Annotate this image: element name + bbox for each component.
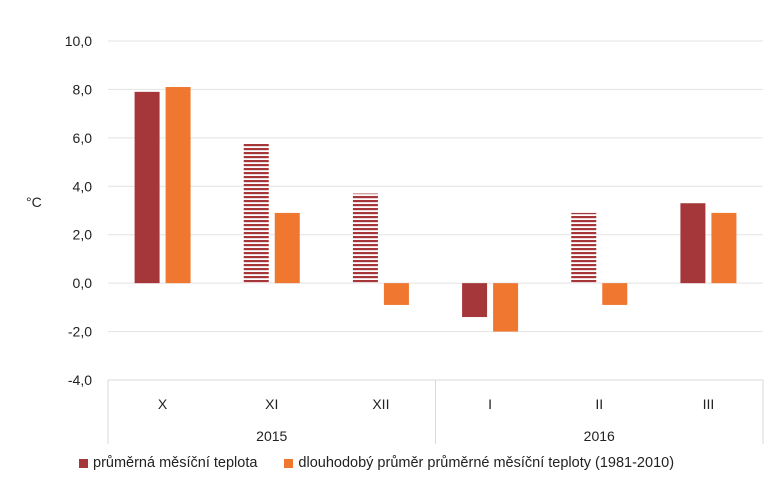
- y-tick-label: -4,0: [68, 372, 92, 388]
- legend: průměrná měsíční teplota dlouhodobý prům…: [79, 455, 674, 471]
- bar-longterm-XII: [383, 283, 409, 305]
- y-tick-label: -2,0: [68, 324, 92, 340]
- bars: [134, 87, 737, 332]
- bar-longterm-I: [493, 283, 519, 332]
- bar-longterm-III: [711, 212, 737, 284]
- y-axis-label: °C: [26, 194, 42, 210]
- x-group-label: 2015: [256, 428, 287, 444]
- bar-longterm-II: [602, 283, 628, 305]
- legend-label-longterm: dlouhodobý průměr průměrné měsíční teplo…: [298, 455, 675, 471]
- legend-swatch-longterm: [284, 458, 294, 468]
- y-tick-label: 2,0: [73, 227, 93, 243]
- gridlines: [108, 40, 763, 333]
- bar-longterm-X: [165, 87, 191, 284]
- y-tick-label: 6,0: [73, 130, 93, 146]
- x-tick-label: XII: [372, 396, 389, 412]
- legend-item-longterm: dlouhodobý průměr průměrné měsíční teplo…: [284, 455, 674, 471]
- y-axis-ticks: 10,0 8,0 6,0 4,0 2,0 0,0 -2,0 -4,0: [65, 33, 92, 388]
- bar-monthly-XII: [352, 193, 378, 284]
- x-group-label: 2016: [584, 428, 615, 444]
- y-tick-label: 4,0: [73, 178, 93, 194]
- y-tick-label: 10,0: [65, 33, 92, 49]
- bar-monthly-II: [571, 212, 597, 284]
- bar-monthly-XI: [243, 142, 269, 284]
- y-tick-label: 0,0: [73, 275, 93, 291]
- bar-monthly-III: [680, 203, 706, 284]
- x-tick-label: XI: [265, 396, 278, 412]
- chart-canvas: 10,08,06,04,02,00,0-2,0-4,0 °C X XI XII I II…: [26, 33, 764, 444]
- bar-monthly-X: [134, 91, 160, 284]
- legend-label-monthly: průměrná měsíční teplota: [93, 455, 258, 471]
- y-tick-label: 8,0: [73, 81, 93, 97]
- legend-item-monthly: průměrná měsíční teplota: [79, 455, 257, 471]
- x-tick-label: II: [595, 396, 603, 412]
- bar-monthly-I: [462, 283, 488, 318]
- x-tick-label: III: [703, 396, 715, 412]
- x-tick-label: I: [488, 396, 492, 412]
- x-tick-label: X: [158, 396, 168, 412]
- legend-swatch-monthly: [79, 458, 88, 468]
- bar-longterm-XI: [274, 212, 300, 284]
